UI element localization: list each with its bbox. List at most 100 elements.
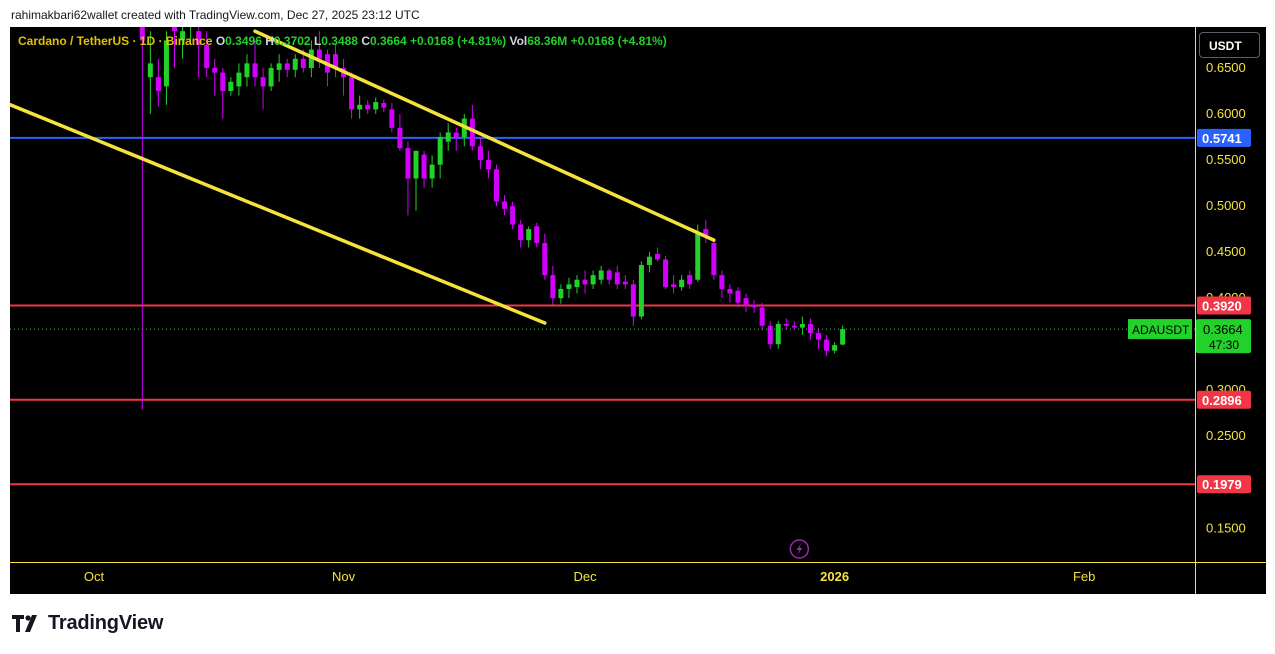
candle-body: [574, 279, 580, 288]
symbol-tag: [1128, 319, 1192, 340]
candle-body: [373, 102, 379, 110]
candle-body: [824, 339, 830, 351]
legend-change: +0.0168 (+4.81%): [410, 34, 507, 48]
candle-body: [719, 275, 725, 289]
y-tick-label: 0.6500: [1206, 60, 1246, 75]
candle-body: [196, 31, 202, 45]
candle-body: [260, 77, 266, 87]
candle-body: [671, 284, 677, 288]
candle-body: [172, 27, 177, 32]
candle-body: [485, 160, 491, 170]
candle-body: [244, 63, 250, 78]
candle-body: [333, 54, 338, 68]
candle-body: [526, 229, 532, 241]
candle-body: [139, 27, 145, 41]
candle-body: [308, 49, 314, 68]
channel-trendline-1: [10, 102, 547, 325]
level-price-tag: [1197, 296, 1251, 315]
candle-body: [518, 224, 524, 241]
y-tick-label: 0.1500: [1206, 520, 1246, 535]
plot-area: [10, 27, 1195, 559]
candle-body: [614, 272, 620, 285]
y-tick-label: 0.6000: [1206, 106, 1246, 121]
ohlc-legend: Cardano / TetherUS · 1D · Binance O0.349…: [18, 34, 667, 48]
x-tick-label: Nov: [332, 569, 356, 584]
price-chart[interactable]: 0.65000.60000.55000.50000.45000.40000.35…: [10, 27, 1266, 594]
candle-body: [349, 77, 355, 110]
candle-body: [590, 275, 596, 285]
channel-trendline-2: [253, 29, 716, 242]
candle-body: [437, 137, 443, 165]
candle-body: [727, 288, 733, 294]
x-tick-label: Dec: [573, 569, 597, 584]
candle-body: [566, 284, 572, 289]
candle-body: [711, 242, 717, 276]
candle-body: [807, 323, 813, 334]
candle-body: [252, 63, 258, 78]
candle-body: [735, 290, 741, 303]
candle-body: [429, 164, 435, 179]
candle-body: [469, 118, 475, 147]
y-tick-label: 0.5000: [1206, 198, 1246, 213]
last-price-label: 0.3664: [1203, 322, 1243, 337]
x-tick-label: Oct: [84, 569, 105, 584]
level-price-tag-label: 0.3920: [1202, 299, 1242, 314]
candle-body: [550, 275, 556, 299]
x-tick-label: Feb: [1073, 569, 1095, 584]
tradingview-logo: TradingView: [12, 612, 163, 635]
candle-body: [357, 104, 363, 110]
candle-body: [445, 132, 451, 142]
tradingview-logo-text: TradingView: [48, 612, 164, 634]
symbol-tag-label: ADAUSDT: [1132, 323, 1190, 337]
last-price-tag: [1196, 319, 1251, 354]
candle-body: [453, 132, 459, 138]
candle-body: [494, 169, 499, 202]
candle-body: [510, 206, 516, 225]
candle-body: [558, 288, 564, 299]
candle-body: [687, 275, 693, 285]
candle-body: [767, 325, 773, 345]
candle-body: [220, 72, 226, 92]
candle-body: [276, 63, 282, 70]
candle-body: [799, 323, 805, 328]
candle-body: [582, 279, 588, 285]
events-bolt-icon: [789, 539, 810, 559]
candle-body: [679, 279, 685, 288]
candle-body: [663, 259, 669, 288]
candle-body: [832, 345, 838, 351]
legend-vol-change: +0.0168 (+4.81%): [570, 34, 667, 48]
legend-low-label: L: [313, 34, 322, 48]
candle-body: [180, 31, 186, 41]
candle-body: [638, 265, 644, 317]
legend-high-label: H: [265, 34, 274, 48]
level-price-tag: [1197, 128, 1251, 147]
candle-body: [212, 68, 218, 73]
legend-open-label: O: [215, 34, 226, 48]
legend-vol: 68.36M: [527, 34, 568, 48]
chart-caption: rahimakbari62wallet created with Trading…: [11, 8, 420, 22]
candle-body: [381, 102, 387, 108]
candle-body: [783, 323, 789, 326]
bar-countdown-label: 47:30: [1209, 338, 1239, 352]
tradingview-logo-icon: [12, 614, 37, 632]
candle-body: [534, 226, 540, 243]
level-price-tag-label: 0.2896: [1202, 393, 1242, 408]
candle-body: [228, 81, 234, 92]
level-price-tag-label: 0.1979: [1202, 477, 1242, 492]
candle-body: [147, 63, 153, 78]
chart-panel[interactable]: 0.65000.60000.55000.50000.45000.40000.35…: [10, 27, 1266, 594]
legend-symbol[interactable]: Cardano / TetherUS · 1D · Binance: [18, 34, 213, 48]
candle-body: [542, 242, 548, 276]
candle-body: [703, 229, 709, 238]
candle-body: [236, 72, 242, 87]
currency-button[interactable]: USDT: [1199, 32, 1260, 58]
candle-body: [421, 154, 427, 179]
legend-close: 0.3664: [370, 34, 407, 48]
candle-body: [646, 256, 652, 266]
candle-body: [397, 127, 403, 149]
candle-body: [751, 304, 757, 308]
candle-body: [775, 323, 781, 345]
candle-body: [598, 270, 604, 280]
candle-body: [655, 253, 660, 260]
x-tick-label: 2026: [820, 569, 849, 584]
